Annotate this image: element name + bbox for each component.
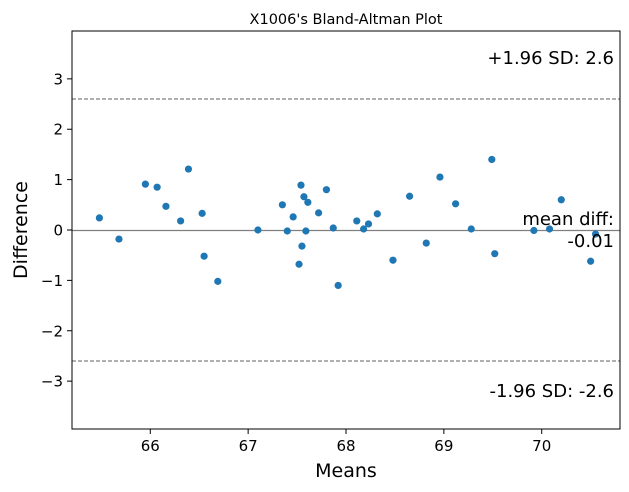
- data-point: [141, 180, 149, 188]
- data-point: [283, 227, 291, 235]
- data-point: [289, 213, 297, 221]
- data-point: [422, 239, 430, 247]
- lower-loa-annotation: -1.96 SD: -2.6: [490, 381, 615, 402]
- data-point: [389, 256, 397, 264]
- x-tick-label: 68: [336, 437, 355, 455]
- data-point: [436, 173, 444, 181]
- data-point: [214, 277, 222, 285]
- data-point: [557, 196, 565, 204]
- x-tick-label: 67: [239, 437, 258, 455]
- chart-title: X1006's Bland-Altman Plot: [250, 12, 443, 28]
- x-axis: 66 67 68 69 70: [141, 429, 551, 455]
- data-point: [162, 202, 170, 210]
- data-point: [304, 198, 312, 206]
- plot-area: [72, 98, 620, 362]
- data-point: [452, 200, 460, 208]
- data-point: [177, 217, 185, 225]
- data-point: [297, 181, 305, 189]
- data-point: [278, 201, 286, 209]
- data-point: [254, 226, 262, 234]
- data-point: [364, 220, 373, 228]
- data-point: [360, 225, 368, 233]
- y-tick-label: −2: [41, 322, 63, 340]
- x-axis-label: Means: [315, 460, 377, 482]
- upper-loa-annotation: +1.96 SD: 2.6: [487, 48, 614, 69]
- y-tick-label: −1: [41, 272, 63, 290]
- data-point: [322, 186, 331, 194]
- data-point: [298, 242, 306, 250]
- data-point: [467, 225, 475, 233]
- y-tick-label: 0: [53, 222, 63, 240]
- y-axis: −3 −2 −1 0 1 2 3: [41, 70, 72, 391]
- data-point: [302, 227, 310, 235]
- data-point: [406, 192, 414, 200]
- data-point: [545, 225, 554, 233]
- data-point: [329, 224, 337, 232]
- data-point: [488, 155, 496, 164]
- data-point: [200, 252, 208, 260]
- mean-diff-annotation-label: mean diff:: [522, 209, 614, 230]
- data-point: [334, 281, 342, 290]
- data-point: [95, 214, 103, 222]
- data-point: [353, 217, 361, 225]
- y-axis-label: Difference: [10, 181, 32, 279]
- data-point: [315, 209, 323, 217]
- y-tick-label: −3: [41, 373, 63, 391]
- y-tick-label: 3: [53, 70, 63, 88]
- data-point: [198, 209, 206, 217]
- data-point: [300, 193, 308, 201]
- data-point: [373, 210, 381, 218]
- mean-diff-annotation-value: -0.01: [567, 231, 614, 252]
- data-point: [115, 235, 123, 243]
- data-point: [184, 165, 193, 173]
- data-point: [591, 230, 600, 238]
- data-point: [587, 257, 595, 265]
- y-tick-label: 2: [53, 121, 63, 139]
- x-tick-label: 66: [141, 437, 160, 455]
- data-point: [530, 226, 538, 235]
- data-point: [153, 183, 161, 191]
- data-point: [295, 260, 303, 268]
- x-tick-label: 69: [434, 437, 453, 455]
- y-tick-label: 1: [53, 171, 63, 189]
- data-point: [491, 250, 499, 258]
- x-tick-label: 70: [532, 437, 551, 455]
